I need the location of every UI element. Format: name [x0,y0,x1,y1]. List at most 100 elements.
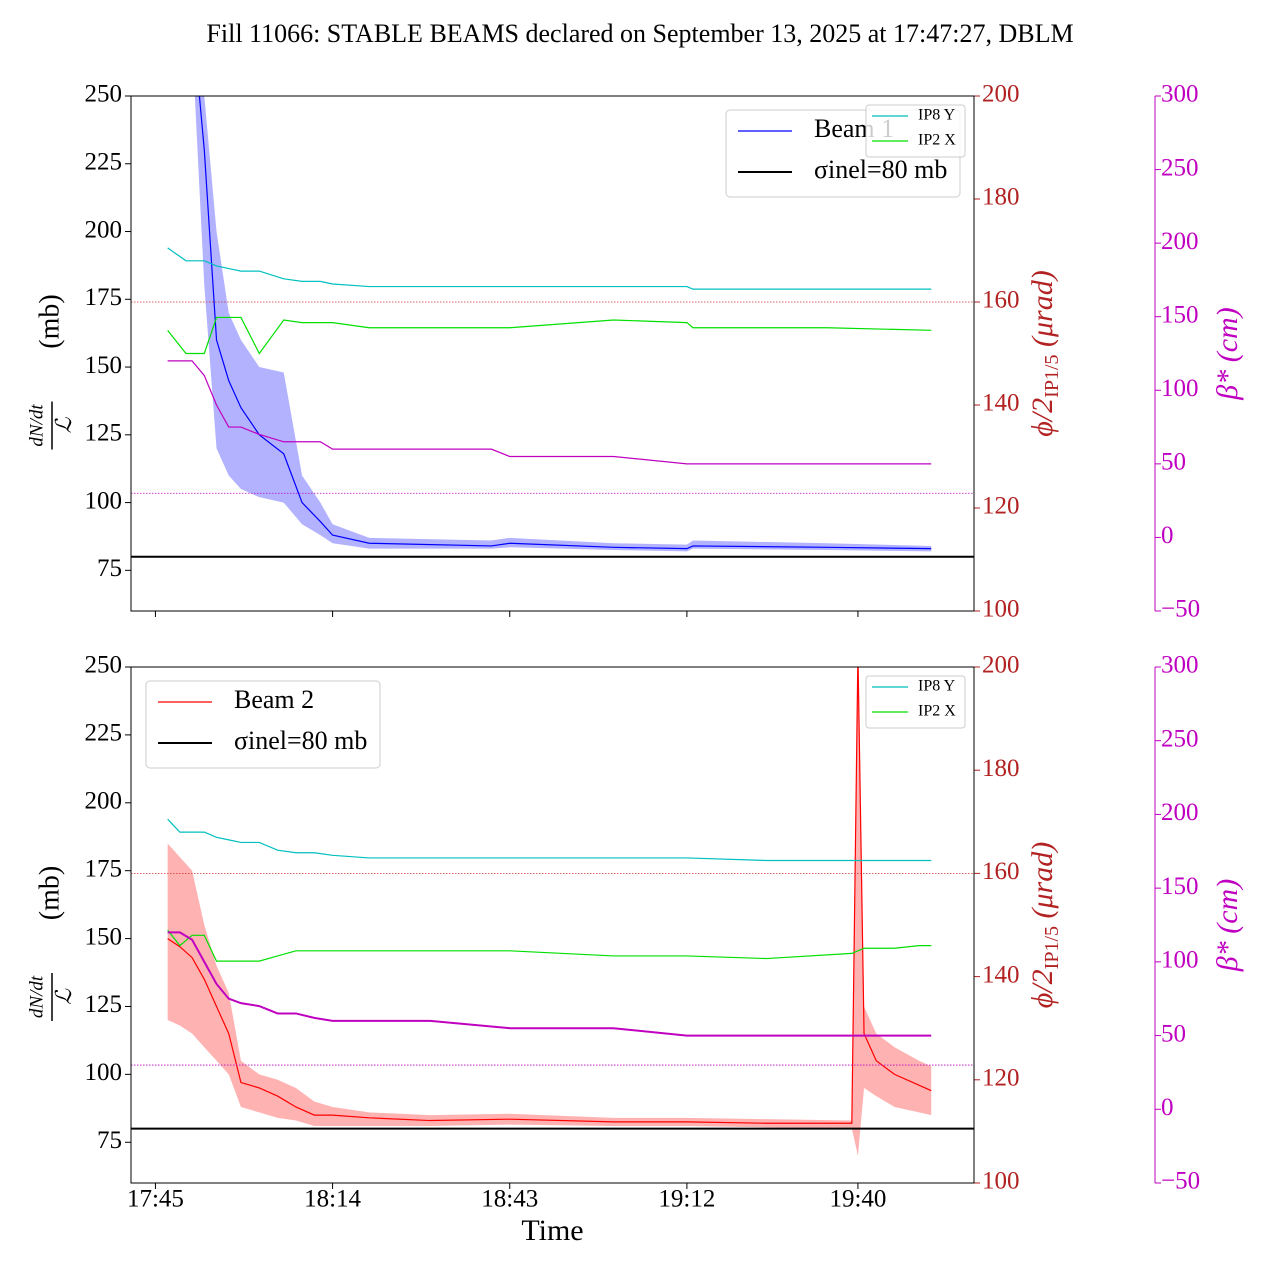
series [167,818,932,862]
x-tick-label: 18:43 [481,1186,538,1213]
y-label-num: dN/dt [26,975,47,1018]
y2-tick-label: 200 [982,81,1020,108]
y-tick-label: 150 [85,923,123,950]
x-axis-label: Time [521,1214,583,1247]
legend-label: Beam 2 [234,685,314,714]
legend-label: IP2 X [918,132,956,149]
y-label-unit: (mb) [34,866,65,920]
y2-tick-label: 140 [982,961,1020,988]
y3-tick-label: 250 [1161,725,1199,752]
y-label-num: dN/dt [26,404,47,447]
legend-label: σinel=80 mb [814,155,947,184]
y-tick-label: 75 [97,1127,122,1154]
y-tick-label: 250 [85,652,123,679]
y3-tick-label: 250 [1161,154,1199,181]
y2-tick-label: 200 [982,652,1020,679]
x-tick-label: 18:14 [304,1186,361,1213]
y2-tick-label: 120 [982,493,1020,520]
y2-tick-label: 100 [982,1168,1020,1195]
data-line [167,247,932,290]
y3-tick-label: 100 [1161,375,1199,402]
y2-tick-label: 160 [982,287,1020,314]
legend-label: IP2 X [918,703,956,720]
series [167,360,932,465]
y-tick-label: 175 [85,855,123,882]
x-tick-label: 19:40 [829,1186,886,1213]
y2-label-part: (μrad) [1026,842,1059,926]
y3-tick-label: 0 [1161,522,1174,549]
y2-tick-label: 160 [982,858,1020,885]
legend-box [865,675,966,729]
y3-tick-label: 200 [1161,799,1199,826]
y2-label-part: IP1/5 [1041,355,1063,398]
y-tick-label: 200 [85,788,123,815]
y3-tick-label: 150 [1161,873,1199,900]
y-tick-label: 125 [85,420,123,447]
y2-axis-label: ϕ/2IP1/5 (μrad) [1026,842,1063,1008]
y3-axis-label: β* (cm) [1211,879,1244,972]
data-line [167,818,932,862]
y3-tick-label: 50 [1161,449,1186,476]
legend-label: IP8 Y [918,107,956,124]
y-tick-label: 150 [85,352,123,379]
y-label-unit: (mb) [34,294,65,348]
y-tick-label: 200 [85,216,123,243]
y2-tick-label: 180 [982,184,1020,211]
y-axis-label: dN/dt ℒ (mb) [26,294,76,450]
y-tick-label: 225 [85,148,123,175]
series [167,929,932,962]
error-band [167,667,932,1156]
y3-tick-label: 300 [1161,81,1199,108]
y3-tick-label: −50 [1161,596,1200,623]
y-tick-label: 175 [85,284,123,311]
y-tick-label: 100 [85,1059,123,1086]
series [167,247,932,290]
plot-frame [130,95,975,612]
y-tick-label: 125 [85,991,123,1018]
series [167,667,932,1156]
y-axis-label: dN/dt ℒ (mb) [26,866,76,1021]
error-band [194,96,932,552]
y-tick-label: 100 [85,487,123,514]
data-line [167,360,932,465]
y2-axis-label: ϕ/2IP1/5 (μrad) [1026,270,1063,436]
y2-tick-label: 140 [982,390,1020,417]
legend-box [145,680,381,769]
y-label-den: ℒ [51,988,76,1005]
y-tick-label: 225 [85,720,123,747]
series [194,96,932,552]
y3-tick-label: 200 [1161,228,1199,255]
y2-label-part: (μrad) [1026,270,1059,354]
y3-tick-label: −50 [1161,1168,1200,1195]
data-line [167,316,932,355]
chart-title: Fill 11066: STABLE BEAMS declared on Sep… [206,19,1073,48]
series [167,316,932,355]
y2-tick-label: 180 [982,755,1020,782]
plot-frame [130,666,975,1184]
y3-tick-label: 0 [1161,1094,1174,1121]
y-tick-label: 250 [85,81,123,108]
y3-tick-label: 100 [1161,947,1199,974]
legend-label: IP8 Y [918,678,956,695]
x-tick-label: 17:45 [127,1186,184,1213]
y2-label-part: IP1/5 [1041,926,1063,969]
y2-tick-label: 120 [982,1065,1020,1092]
data-line [167,931,932,1037]
y2-label-part: ϕ/2 [1026,398,1059,437]
legend-box [865,104,966,158]
y3-tick-label: 50 [1161,1020,1186,1047]
data-line [167,667,932,1124]
y2-label-part: ϕ/2 [1026,969,1059,1008]
x-tick-label: 19:12 [658,1186,715,1213]
y3-tick-label: 300 [1161,652,1199,679]
data-line [198,96,932,550]
y-tick-label: 75 [97,555,122,582]
y3-tick-label: 150 [1161,301,1199,328]
y3-axis-label: β* (cm) [1211,307,1244,400]
data-line [167,929,932,962]
y-label-den: ℒ [51,416,76,433]
series [167,931,932,1037]
y2-tick-label: 100 [982,596,1020,623]
legend-label: σinel=80 mb [234,726,367,755]
